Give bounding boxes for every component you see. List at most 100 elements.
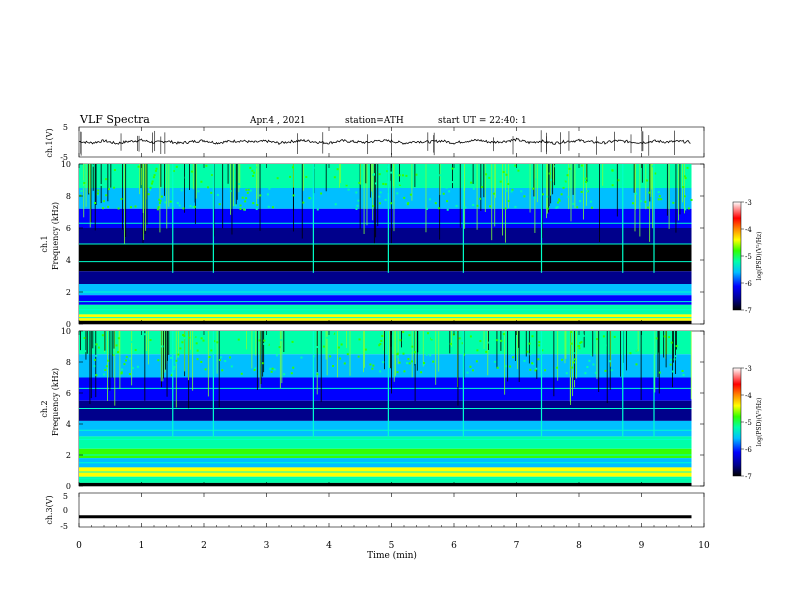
ch1-colorbar: -3 -4 -5 -6 -7 log(PSD)(V²/Hz) (732, 199, 763, 315)
noise-speckle (107, 188, 110, 191)
ch1-waveform-line (79, 137, 691, 146)
ch2-spec-yticks: 0 2 4 6 8 10 (61, 327, 704, 491)
noise-speckle (266, 343, 269, 346)
noise-speckle (360, 347, 363, 350)
noise-speckle (170, 374, 173, 377)
noise-speckle (445, 186, 448, 189)
time-axis: 0 1 2 3 4 5 6 7 8 9 10 (76, 127, 710, 551)
noise-speckle (541, 193, 544, 196)
noise-speckle (423, 362, 426, 365)
noise-speckle (538, 344, 541, 347)
noise-speckle (120, 197, 123, 200)
spectrogram-band (79, 448, 692, 459)
noise-speckle (210, 191, 213, 194)
noise-speckle (379, 370, 382, 373)
noise-speckle (523, 359, 526, 362)
noise-speckle (150, 182, 153, 185)
noise-speckle (683, 175, 686, 178)
noise-speckle (159, 199, 162, 202)
noise-speckle (229, 356, 232, 359)
noise-speckle (153, 174, 156, 177)
noise-speckle (153, 341, 156, 344)
spectrogram-band (79, 284, 692, 296)
noise-speckle (117, 337, 120, 340)
noise-speckle (254, 367, 257, 370)
noise-speckle (588, 359, 591, 362)
x-tick-label: 4 (326, 541, 332, 551)
noise-speckle (426, 207, 429, 210)
noise-speckle (156, 208, 159, 211)
noise-speckle (245, 188, 248, 191)
x-tick-label: 10 (698, 541, 710, 551)
noise-speckle (673, 358, 676, 361)
noise-speckle (502, 333, 505, 336)
noise-speckle (674, 355, 677, 358)
noise-speckle (532, 187, 535, 190)
noise-speckle (237, 183, 240, 186)
noise-speckle (528, 342, 531, 345)
noise-speckle (176, 202, 179, 205)
noise-speckle (190, 170, 193, 173)
noise-speckle (502, 171, 505, 174)
noise-speckle (206, 186, 209, 189)
noise-speckle (84, 350, 87, 353)
noise-speckle (354, 164, 357, 167)
noise-speckle (169, 200, 172, 203)
noise-speckle (605, 172, 608, 175)
noise-speckle (590, 206, 593, 209)
colorbar-tick-label: -4 (745, 226, 752, 234)
noise-speckle (104, 368, 107, 371)
noise-speckle (292, 194, 295, 197)
noise-speckle (195, 342, 198, 345)
figure-title: VLF Spectra (79, 113, 150, 126)
colorbar-gradient (732, 201, 742, 311)
noise-speckle (442, 192, 445, 195)
noise-speckle (208, 356, 211, 359)
colorbar-tick-label: -3 (745, 365, 752, 373)
noise-speckle (80, 190, 83, 193)
ch1-waveform-panel: 5 -5 ch.1(V) (45, 123, 705, 162)
noise-speckle (216, 193, 219, 196)
noise-speckle (113, 186, 116, 189)
noise-speckle (112, 353, 115, 356)
noise-speckle (561, 358, 564, 361)
noise-speckle (678, 352, 681, 355)
noise-speckle (576, 206, 579, 209)
noise-speckle (158, 201, 161, 204)
noise-speckle (112, 352, 115, 355)
noise-speckle (249, 166, 252, 169)
noise-speckle (182, 337, 185, 340)
noise-speckle (149, 186, 152, 189)
noise-speckle (205, 177, 208, 180)
spec-ytick-label: 0 (66, 320, 71, 329)
noise-speckle (611, 169, 614, 172)
noise-speckle (396, 355, 399, 358)
x-tick-label: 9 (639, 541, 645, 551)
noise-speckle (675, 345, 678, 348)
noise-speckle (173, 365, 176, 368)
noise-speckle (315, 178, 318, 181)
noise-speckle (79, 194, 82, 197)
noise-speckle (216, 341, 219, 344)
ch3-frame (78, 492, 705, 528)
noise-speckle (402, 331, 405, 334)
noise-speckle (533, 196, 536, 199)
noise-speckle (211, 174, 214, 177)
noise-speckle (604, 344, 607, 347)
noise-speckle (479, 340, 482, 343)
noise-speckle (461, 171, 464, 174)
noise-speckle (660, 198, 663, 201)
noise-speckle (495, 339, 498, 342)
noise-speckle (218, 203, 221, 206)
colorbar-tick-label: -4 (745, 392, 752, 400)
noise-speckle (479, 197, 482, 200)
noise-speckle (564, 180, 567, 183)
noise-speckle (646, 206, 649, 209)
noise-speckle (137, 348, 140, 351)
noise-speckle (546, 207, 549, 210)
noise-speckle (470, 181, 473, 184)
noise-speckle (302, 201, 305, 204)
noise-speckle (152, 176, 155, 179)
x-tick-label: 3 (264, 541, 270, 551)
